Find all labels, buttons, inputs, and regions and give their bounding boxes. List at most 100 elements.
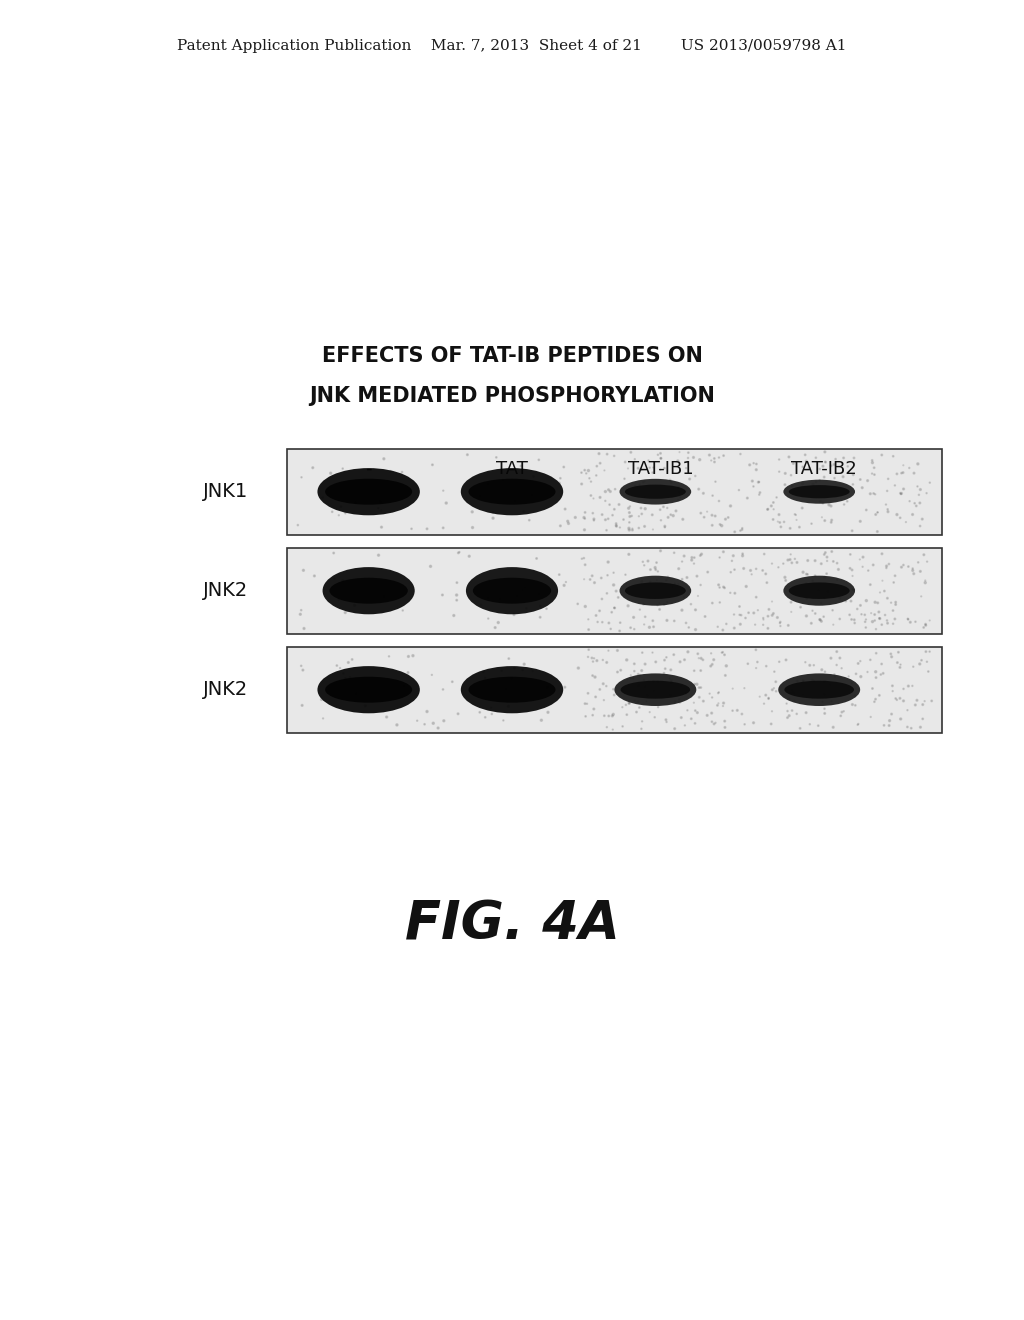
Point [705,653,721,675]
Ellipse shape [783,576,855,606]
Point [680,447,696,469]
Point [839,491,855,512]
Point [745,477,762,498]
Point [683,709,699,730]
Point [622,512,638,533]
Point [797,445,813,466]
Point [712,591,728,612]
Point [768,487,784,508]
Point [782,682,799,704]
Point [898,512,914,533]
Point [670,490,686,511]
Ellipse shape [323,568,415,614]
Point [579,693,595,714]
Point [642,560,658,581]
Point [806,671,822,692]
Point [484,502,501,523]
Point [852,511,868,532]
Point [893,557,909,578]
Point [608,516,625,537]
Point [671,482,687,503]
Point [766,499,782,520]
Point [472,486,488,507]
Point [592,601,608,622]
Point [908,495,925,516]
Point [611,494,628,515]
Point [582,569,598,590]
Bar [287,548,942,634]
Point [818,564,835,585]
Point [907,611,924,632]
Point [846,610,862,631]
Point [884,647,900,668]
Point [648,552,665,573]
Point [771,461,787,482]
Bar [287,449,942,535]
Point [819,546,836,568]
Point [686,660,702,681]
Point [799,606,815,627]
Point [836,447,852,469]
Point [589,455,605,477]
Point [726,618,742,639]
Point [333,496,349,517]
Point [528,548,545,569]
Point [918,570,934,591]
Point [690,648,707,669]
Point [741,454,758,475]
Point [900,556,916,577]
Point [778,693,795,714]
Point [864,678,881,700]
Point [671,477,687,498]
Point [327,568,343,589]
Point [835,466,851,487]
Point [626,660,642,681]
Point [918,572,934,593]
Point [749,459,765,480]
Point [435,480,452,502]
Point [400,645,417,667]
Point [480,609,497,630]
Point [889,463,905,484]
Point [751,471,767,492]
Point [689,702,706,723]
Point [627,475,643,496]
Point [722,495,738,516]
Point [656,649,673,671]
Point [813,611,829,632]
Ellipse shape [778,673,860,706]
Point [869,521,886,543]
Point [573,474,590,495]
Point [888,591,904,612]
Point [403,519,420,540]
Point [879,480,895,502]
Point [650,445,667,466]
Point [739,653,756,675]
Point [915,616,932,638]
Point [803,612,819,634]
Point [715,619,731,640]
Point [586,508,602,529]
Point [870,602,887,623]
Point [736,677,753,698]
Point [607,479,624,500]
Point [852,469,868,490]
Point [882,710,898,731]
Point [745,602,762,623]
Point [887,475,903,496]
Point [651,599,668,620]
Point [579,463,595,484]
Point [785,453,802,474]
Point [919,483,935,504]
Point [907,694,924,715]
Point [600,508,616,529]
Point [779,701,796,722]
Point [783,552,800,573]
Point [473,594,489,615]
Point [814,507,830,528]
Point [683,594,699,615]
Point [746,614,763,635]
Point [858,590,874,611]
Point [792,516,808,537]
Point [558,572,574,593]
